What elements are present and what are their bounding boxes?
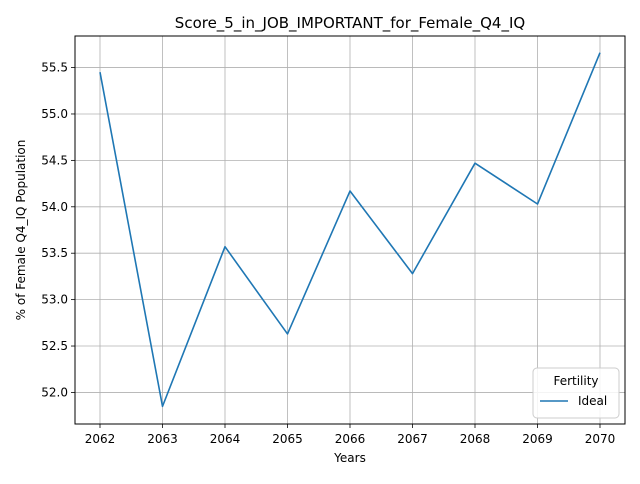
ticks: 2062 2063 2064 2065 2066 2067 2068 2069 2070 52.0…	[41, 61, 615, 446]
legend: Fertility Ideal	[532, 367, 620, 419]
series-line-ideal	[99, 52, 601, 408]
legend-box	[532, 367, 620, 419]
y-tick-label: 52.0	[41, 385, 68, 399]
legend-title: Fertility	[553, 374, 598, 388]
y-tick-label: 53.0	[41, 293, 68, 307]
x-axis-label: Years	[333, 451, 366, 465]
y-tick-label: 55.0	[41, 107, 68, 121]
x-tick-label: 2062	[85, 432, 116, 446]
x-tick-label: 2065	[272, 432, 303, 446]
y-tick-label: 55.5	[41, 61, 68, 75]
legend-label-ideal: Ideal	[578, 394, 607, 408]
x-tick-label: 2067	[397, 432, 428, 446]
x-tick-label: 2068	[460, 432, 491, 446]
x-tick-label: 2066	[335, 432, 366, 446]
x-tick-label: 2064	[210, 432, 241, 446]
y-tick-label: 52.5	[41, 339, 68, 353]
x-tick-label: 2063	[147, 432, 178, 446]
x-tick-label: 2070	[585, 432, 616, 446]
series-layer	[99, 52, 601, 408]
y-axis-label: % of Female Q4_IQ Population	[14, 140, 28, 321]
x-tick-label: 2069	[522, 432, 553, 446]
y-tick-label: 54.5	[41, 153, 68, 167]
chart-title: Score_5_in_JOB_IMPORTANT_for_Female_Q4_I…	[175, 14, 525, 33]
y-tick-label: 53.5	[41, 246, 68, 260]
y-tick-label: 54.0	[41, 200, 68, 214]
